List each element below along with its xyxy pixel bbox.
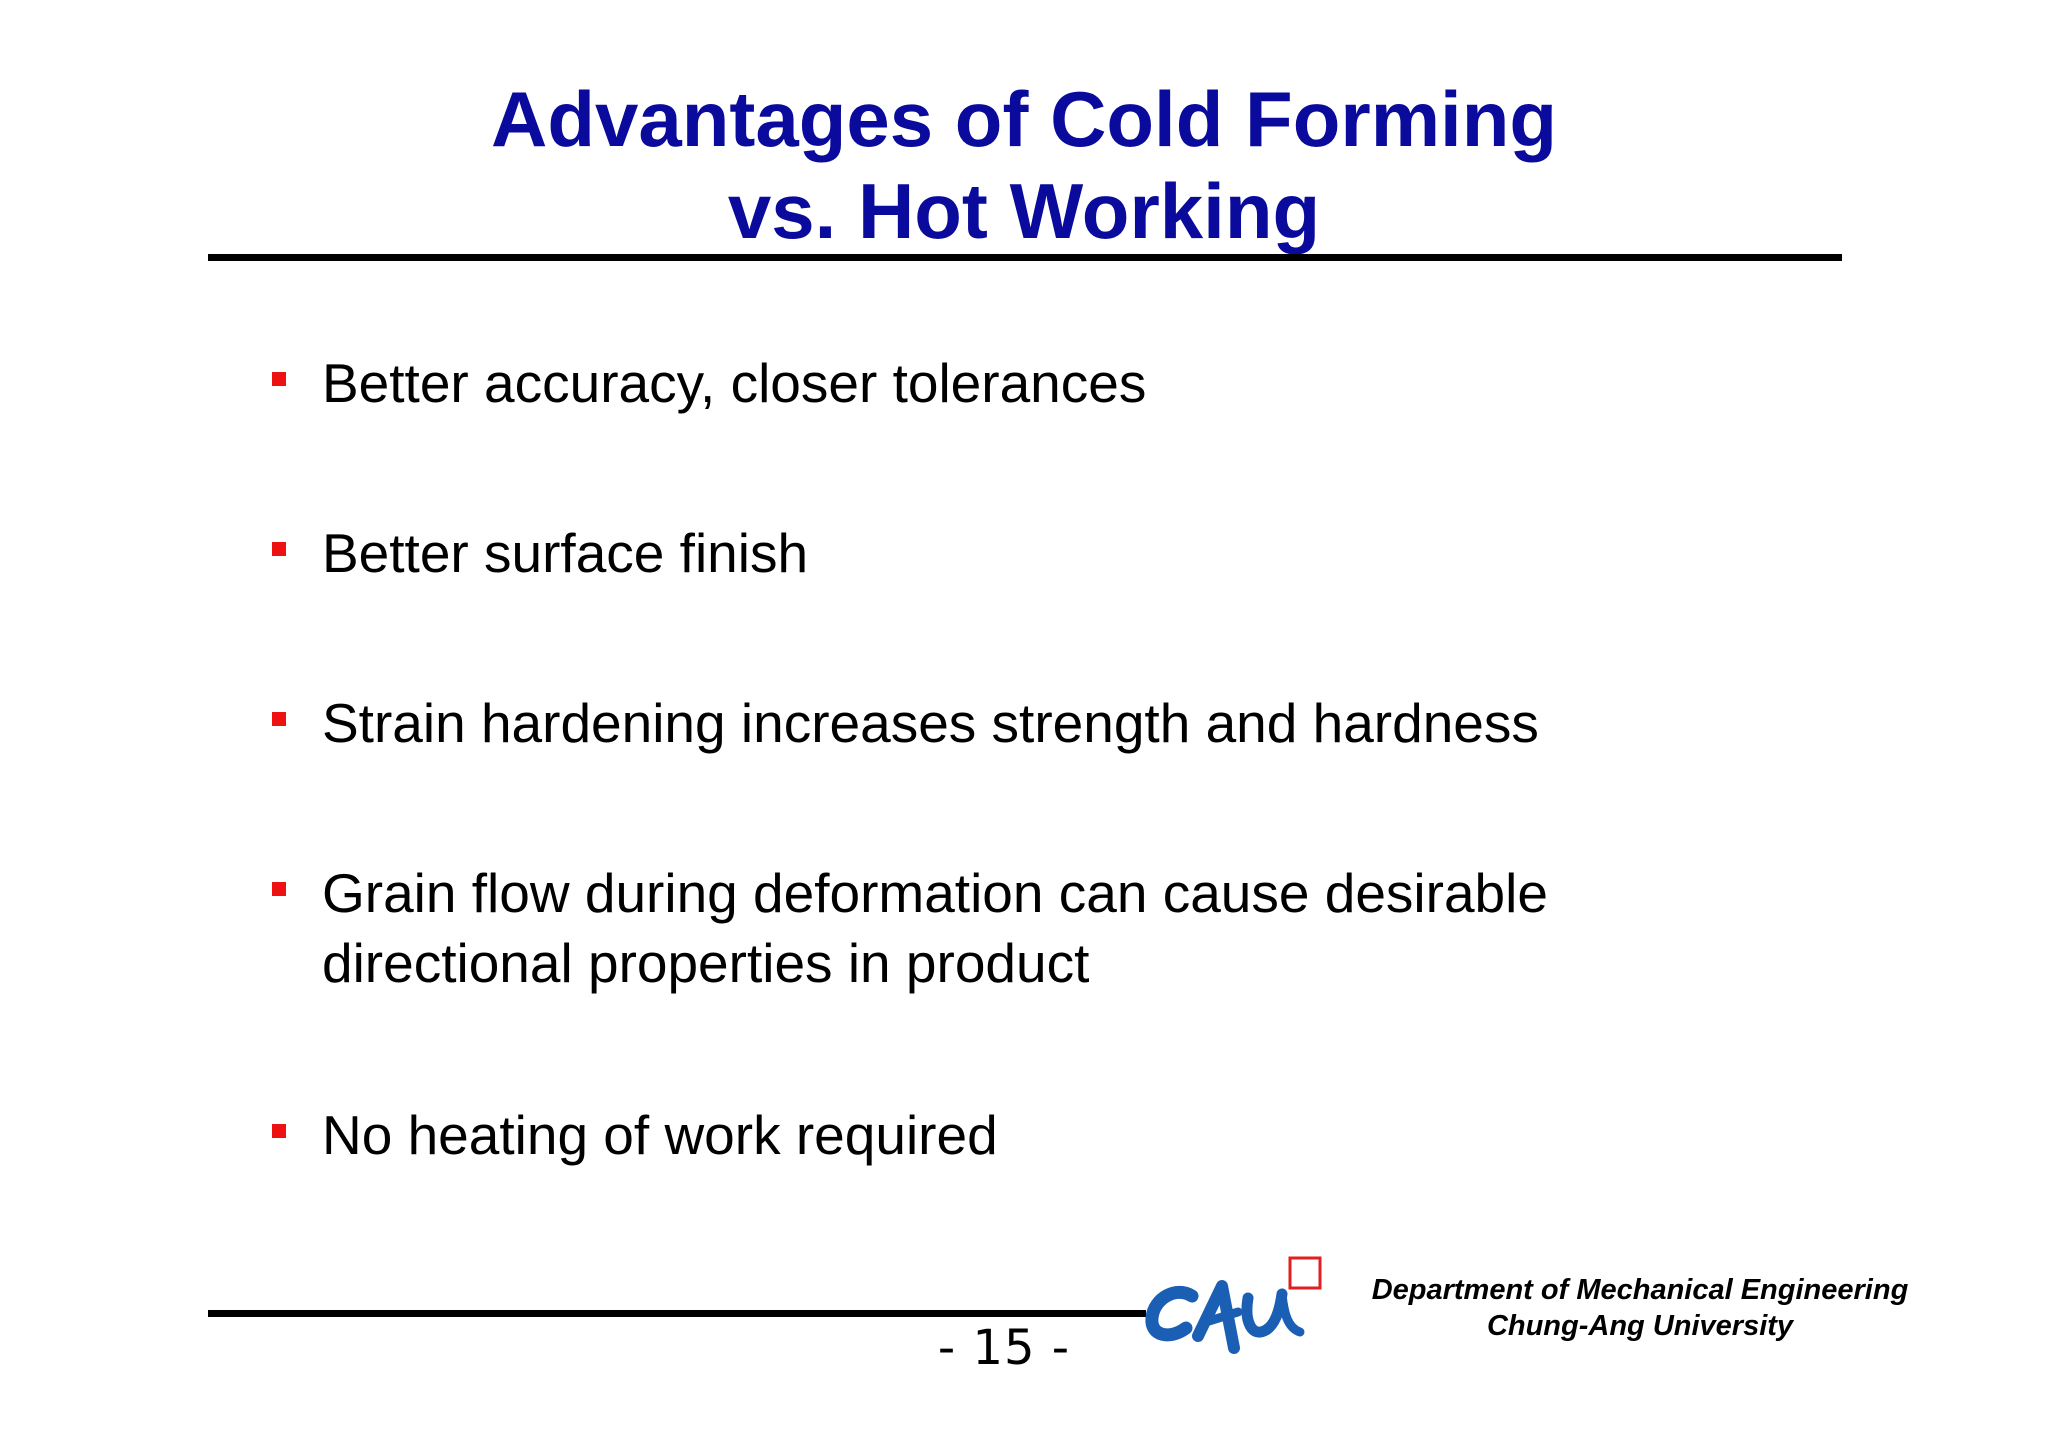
bullet-text: No heating of work required [322,1104,998,1166]
slide-title-line-1: Advantages of Cold Forming [490,75,1558,163]
bullet-text: Strain hardening increases strength and … [322,692,1539,754]
title-divider [208,254,1842,261]
footer-divider [208,1310,1146,1317]
square-bullet-icon [272,882,286,896]
slide-title-line-2: vs. Hot Working [727,167,1321,255]
square-bullet-icon [272,712,286,726]
cau-logo [1145,1256,1322,1354]
department-name: Department of Mechanical Engineering [1371,1274,1909,1306]
bullet-text: Better surface finish [322,522,809,584]
page-number: - 15 - [937,1320,1071,1376]
square-bullet-icon [272,372,286,386]
bullet-text: Grain flow during deformation can cause … [322,862,1548,994]
square-bullet-icon [272,1124,286,1138]
university-name: Chung-Ang University [1486,1310,1794,1342]
bullet-text: Better accuracy, closer tolerances [322,352,1147,414]
square-bullet-icon [272,542,286,556]
